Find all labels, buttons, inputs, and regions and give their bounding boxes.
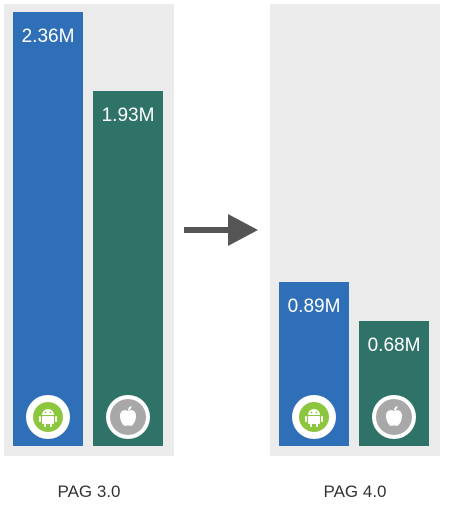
data-label-pag4-android: 0.89M — [287, 296, 341, 317]
data-label-pag3-android: 2.36M — [21, 26, 75, 47]
bar-pag4-apple: 0.68M — [359, 321, 429, 446]
apple-badge — [106, 395, 150, 439]
android-icon — [33, 402, 63, 432]
apple-icon — [376, 399, 412, 435]
bar-pag3-android: 2.36M — [13, 12, 83, 446]
android-badge — [26, 395, 70, 439]
android-icon — [299, 402, 329, 432]
android-badge — [292, 395, 336, 439]
category-label-pag4: PAG 4.0 — [323, 482, 387, 501]
apple-badge — [372, 395, 416, 439]
bar-pag3-apple: 1.93M — [93, 91, 163, 446]
data-label-pag3-apple: 1.93M — [101, 105, 155, 126]
arrow-right-icon — [184, 214, 258, 246]
data-label-pag4-apple: 0.68M — [367, 335, 421, 356]
bar-pag4-android: 0.89M — [279, 282, 349, 446]
category-label-pag3: PAG 3.0 — [57, 482, 121, 501]
apple-icon — [110, 399, 146, 435]
